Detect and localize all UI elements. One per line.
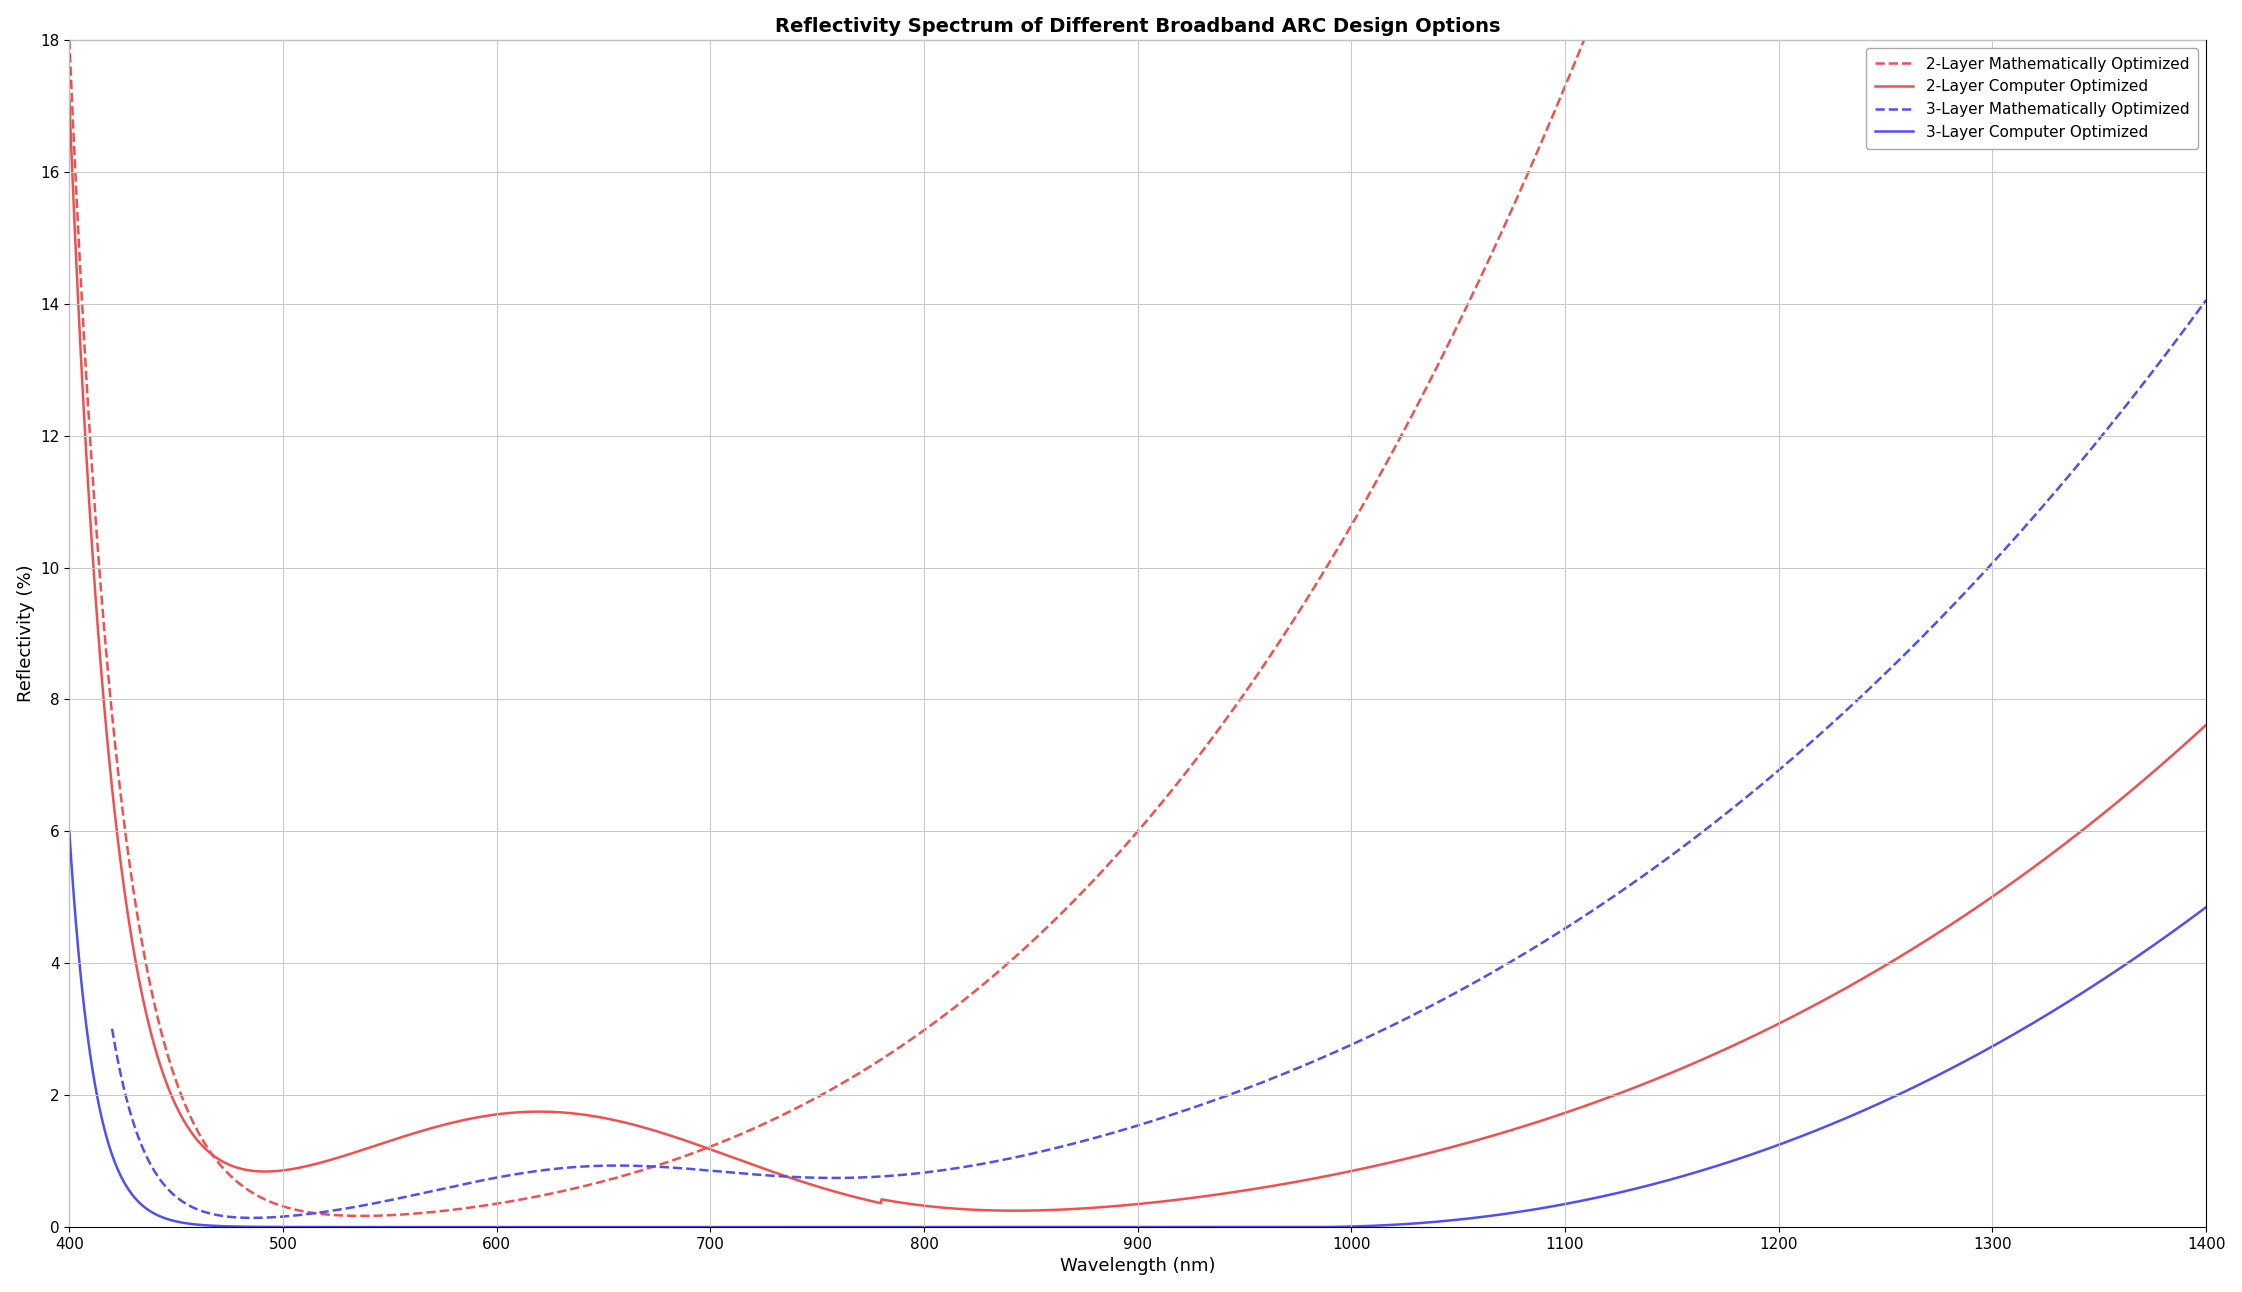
2-Layer Computer Optimized bbox=[426, 1118, 453, 1133]
2-Layer Mathematically Optimized bbox=[969, 978, 995, 994]
2-Layer Computer Optimized bbox=[2152, 755, 2179, 770]
2-Layer Mathematically Optimized bbox=[877, 1047, 904, 1062]
2-Layer Computer Optimized bbox=[1921, 928, 1948, 943]
3-Layer Mathematically Optimized bbox=[2150, 349, 2177, 364]
3-Layer Mathematically Optimized bbox=[874, 1168, 901, 1183]
3-Layer Computer Optimized bbox=[874, 1220, 901, 1235]
3-Layer Mathematically Optimized bbox=[426, 1182, 453, 1198]
Line: 2-Layer Mathematically Optimized: 2-Layer Mathematically Optimized bbox=[70, 0, 2206, 1216]
Line: 2-Layer Computer Optimized: 2-Layer Computer Optimized bbox=[70, 101, 2206, 1211]
2-Layer Mathematically Optimized bbox=[348, 1208, 374, 1224]
3-Layer Computer Optimized bbox=[56, 823, 83, 839]
3-Layer Mathematically Optimized bbox=[1921, 618, 1948, 633]
2-Layer Computer Optimized bbox=[874, 1193, 901, 1208]
2-Layer Computer Optimized bbox=[56, 93, 83, 109]
X-axis label: Wavelength (nm): Wavelength (nm) bbox=[1060, 1257, 1215, 1275]
3-Layer Computer Optimized bbox=[1921, 1070, 1948, 1085]
2-Layer Computer Optimized bbox=[2193, 717, 2220, 733]
Y-axis label: Reflectivity (%): Reflectivity (%) bbox=[16, 565, 34, 703]
3-Layer Mathematically Optimized bbox=[300, 1205, 327, 1221]
3-Layer Computer Optimized bbox=[969, 1220, 995, 1235]
3-Layer Mathematically Optimized bbox=[969, 1156, 995, 1172]
Title: Reflectivity Spectrum of Different Broadband ARC Design Options: Reflectivity Spectrum of Different Broad… bbox=[776, 17, 1500, 36]
2-Layer Mathematically Optimized bbox=[426, 1203, 453, 1218]
Legend: 2-Layer Mathematically Optimized, 2-Layer Computer Optimized, 3-Layer Mathematic: 2-Layer Mathematically Optimized, 2-Laye… bbox=[1865, 48, 2199, 149]
3-Layer Computer Optimized bbox=[426, 1220, 453, 1235]
3-Layer Computer Optimized bbox=[2152, 930, 2179, 946]
2-Layer Computer Optimized bbox=[300, 1156, 327, 1172]
2-Layer Computer Optimized bbox=[1002, 1203, 1029, 1218]
Line: 3-Layer Computer Optimized: 3-Layer Computer Optimized bbox=[70, 831, 2206, 1227]
Line: 3-Layer Mathematically Optimized: 3-Layer Mathematically Optimized bbox=[112, 300, 2206, 1218]
2-Layer Mathematically Optimized bbox=[300, 1205, 327, 1221]
3-Layer Computer Optimized bbox=[1296, 1220, 1323, 1235]
3-Layer Mathematically Optimized bbox=[2193, 292, 2220, 307]
2-Layer Computer Optimized bbox=[969, 1203, 995, 1218]
3-Layer Computer Optimized bbox=[300, 1220, 327, 1235]
3-Layer Computer Optimized bbox=[2193, 899, 2220, 915]
2-Layer Mathematically Optimized bbox=[56, 32, 83, 48]
